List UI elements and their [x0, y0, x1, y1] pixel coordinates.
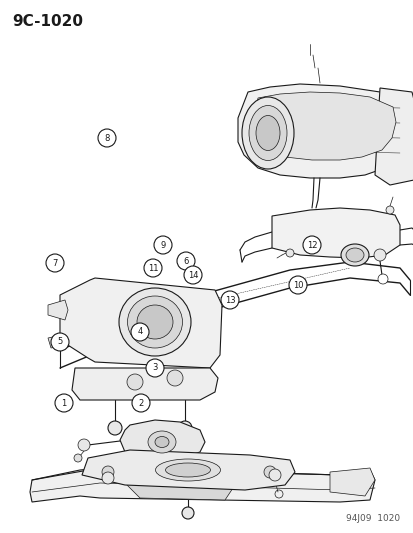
Text: 9C-1020: 9C-1020 — [12, 14, 83, 29]
Text: 1: 1 — [61, 399, 66, 408]
Circle shape — [288, 276, 306, 294]
Polygon shape — [48, 335, 65, 348]
Circle shape — [78, 439, 90, 451]
Polygon shape — [30, 468, 374, 502]
Text: 13: 13 — [224, 295, 235, 304]
Text: 2: 2 — [138, 399, 143, 408]
Circle shape — [268, 469, 280, 481]
Circle shape — [166, 370, 183, 386]
Circle shape — [74, 454, 82, 462]
Circle shape — [263, 466, 275, 478]
Text: 7: 7 — [52, 259, 57, 268]
Ellipse shape — [340, 244, 368, 266]
Circle shape — [183, 266, 202, 284]
Polygon shape — [271, 208, 399, 258]
Text: 6: 6 — [183, 256, 188, 265]
Circle shape — [377, 274, 387, 284]
Circle shape — [102, 472, 114, 484]
Circle shape — [55, 394, 73, 412]
Circle shape — [102, 466, 114, 478]
Polygon shape — [329, 468, 374, 496]
Ellipse shape — [248, 106, 286, 160]
Ellipse shape — [119, 288, 190, 356]
Ellipse shape — [345, 248, 363, 262]
Text: 11: 11 — [147, 263, 158, 272]
Ellipse shape — [255, 116, 279, 150]
Polygon shape — [374, 88, 413, 185]
Text: 9: 9 — [160, 240, 165, 249]
Ellipse shape — [285, 249, 293, 257]
Ellipse shape — [165, 463, 210, 477]
Polygon shape — [72, 368, 218, 400]
Polygon shape — [82, 450, 294, 490]
Circle shape — [127, 374, 142, 390]
Ellipse shape — [147, 431, 176, 453]
Circle shape — [146, 359, 164, 377]
Polygon shape — [60, 278, 221, 368]
Polygon shape — [237, 84, 411, 178]
Text: 8: 8 — [104, 133, 109, 142]
Circle shape — [157, 476, 166, 486]
Text: 14: 14 — [188, 271, 198, 279]
Ellipse shape — [127, 296, 182, 348]
Circle shape — [46, 254, 64, 272]
Circle shape — [182, 507, 194, 519]
Polygon shape — [120, 420, 204, 460]
Polygon shape — [254, 92, 395, 160]
Circle shape — [178, 421, 192, 435]
Text: 10: 10 — [292, 280, 302, 289]
Polygon shape — [48, 300, 68, 320]
Circle shape — [154, 236, 171, 254]
Text: 5: 5 — [57, 337, 62, 346]
Ellipse shape — [242, 97, 293, 169]
Ellipse shape — [155, 459, 220, 481]
Circle shape — [51, 333, 69, 351]
Circle shape — [132, 394, 150, 412]
Circle shape — [108, 421, 122, 435]
Circle shape — [144, 259, 161, 277]
Text: 3: 3 — [152, 364, 157, 373]
Text: 94J09  1020: 94J09 1020 — [345, 514, 399, 523]
Polygon shape — [125, 470, 235, 500]
Circle shape — [302, 236, 320, 254]
Circle shape — [385, 206, 393, 214]
Text: 4: 4 — [137, 327, 142, 336]
Ellipse shape — [137, 305, 173, 339]
Circle shape — [373, 249, 385, 261]
Circle shape — [221, 291, 238, 309]
Ellipse shape — [154, 437, 169, 448]
Circle shape — [177, 252, 195, 270]
Circle shape — [98, 129, 116, 147]
Circle shape — [131, 323, 149, 341]
Text: 12: 12 — [306, 240, 316, 249]
